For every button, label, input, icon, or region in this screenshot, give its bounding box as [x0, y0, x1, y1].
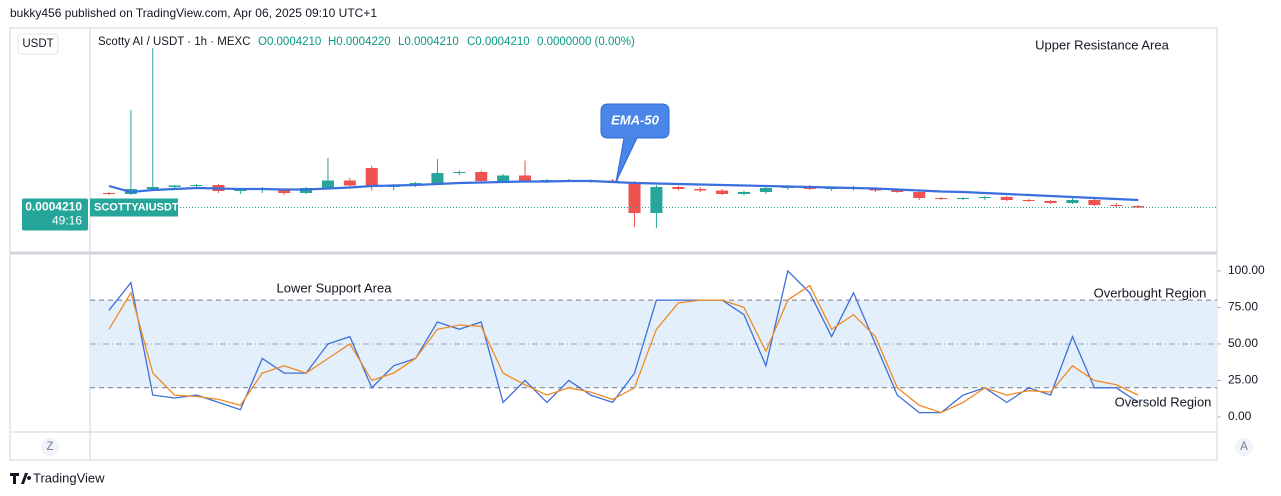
brand: TradingView [33, 470, 105, 485]
candle-body [497, 175, 510, 181]
grid [90, 270, 1221, 418]
z-label: Z [46, 441, 53, 453]
candle-body [628, 182, 641, 213]
candle-body [1000, 197, 1013, 200]
candle-body [978, 197, 991, 198]
a-button[interactable] [1235, 438, 1253, 456]
currency-button[interactable] [17, 33, 59, 55]
candle-body [716, 190, 729, 194]
annotation: Upper Resistance Area [1035, 37, 1169, 52]
annotation: Lower Support Area [277, 280, 393, 295]
price-badge [22, 198, 88, 231]
candle-body [672, 187, 685, 189]
candle-body [759, 188, 772, 192]
candle-body [1132, 206, 1145, 208]
candle-body [321, 180, 334, 188]
candle-body [891, 190, 904, 192]
symbol: SCOTTYAIUSDT [94, 201, 179, 213]
y-tick-label: 100.00 [1228, 263, 1265, 277]
a-label: A [1240, 441, 1248, 453]
annotation: Oversold Region [1115, 394, 1212, 409]
candle-body [694, 189, 707, 191]
legend-title: Scotty AI / USDT · 1h · MEXC [98, 36, 251, 48]
candle-body [1088, 200, 1101, 205]
candle-body [913, 192, 926, 198]
z-button[interactable] [41, 438, 59, 456]
candle-body [1022, 200, 1035, 201]
publisher: bukky456 published on TradingView.com, A… [10, 6, 377, 20]
y-tick-label: 75.00 [1228, 300, 1258, 314]
y-tick-label: 50.00 [1228, 336, 1258, 350]
brand-logo [10, 473, 32, 484]
oscillator-line [108, 284, 1139, 414]
currency: USDT [22, 38, 53, 50]
candle-body [1066, 200, 1079, 203]
oscillator-line [108, 269, 1139, 414]
legend-open: O0.0004210 [258, 36, 321, 48]
legend-change: 0.0000000 (0.00%) [537, 36, 635, 48]
candle-body [935, 198, 948, 199]
legend-close: C0.0004210 [467, 36, 530, 48]
candle-body [278, 189, 291, 193]
candle-body [365, 168, 378, 187]
candle-body [343, 180, 356, 186]
candle-body [168, 185, 181, 187]
countdown: 49:16 [52, 214, 82, 228]
ema-callout [600, 103, 670, 183]
candle-body [234, 190, 247, 191]
price-label: 0.0004210 [25, 200, 82, 214]
labels: Scotty AI / USDT · 1h · MEXC O0.0004210 … [10, 36, 1265, 485]
ema-line [108, 179, 1139, 202]
candle-body [519, 175, 532, 181]
candle-body [650, 187, 663, 213]
candle-body [737, 192, 751, 194]
legend-low: L0.0004210 [398, 36, 459, 48]
candle-body [1110, 205, 1123, 206]
candle-body [431, 173, 444, 183]
candle-body [146, 187, 159, 189]
legend-high: H0.0004220 [328, 36, 391, 48]
symbol-badge [90, 198, 178, 217]
y-tick-label: 25.00 [1228, 373, 1258, 387]
ema-callout-text: EMA-50 [611, 112, 659, 127]
candle-body [190, 185, 203, 186]
marks [90, 48, 1217, 414]
candle-body [102, 193, 115, 194]
annotation: Overbought Region [1094, 285, 1207, 300]
candle-body [1044, 201, 1057, 203]
candle-body [453, 172, 466, 173]
candle-body [475, 172, 488, 181]
candle-body [956, 198, 970, 199]
y-tick-label: 0.00 [1228, 409, 1252, 423]
candle-body [869, 189, 882, 191]
